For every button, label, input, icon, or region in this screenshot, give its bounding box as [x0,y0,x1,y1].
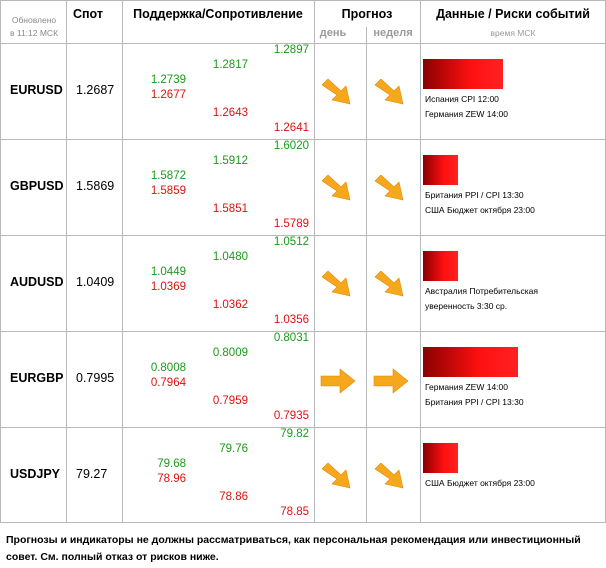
resistance-level-3: 0.7935 [273,410,309,422]
support-level-2: 1.2817 [212,59,248,71]
header-events: Данные / Риски событий [436,7,590,21]
support-level-1: 1.5872 [150,170,186,182]
forecast-day-arrow-icon [320,462,356,492]
resistance-level-1: 78.96 [157,473,186,485]
support-level-3: 1.2897 [273,44,309,56]
resistance-level-3: 1.5789 [273,218,309,230]
resistance-level-1: 1.2677 [150,89,186,101]
event-item: Германия ZEW 14:00 [425,109,508,119]
support-level-2: 1.5912 [212,155,248,167]
risk-bar [423,251,458,281]
event-item: США Бюджет октября 23:00 [425,205,535,215]
resistance-level-2: 1.0362 [212,299,248,311]
header-forecast: Прогноз [341,7,393,21]
header-forecast-week: неделя [373,27,413,39]
grid-row-separator [0,331,606,332]
pair-name: GBPUSD [10,179,64,193]
spot-price: 1.0409 [76,275,115,289]
grid-header-separator [0,43,606,44]
resistance-level-1: 1.5859 [150,185,186,197]
updated-line-2: в 11:12 МСК [9,28,59,38]
support-level-2: 0.8009 [212,347,248,359]
resistance-level-1: 0.7964 [150,377,186,389]
support-level-3: 1.0512 [273,236,309,248]
resistance-level-3: 1.0356 [273,314,309,326]
spot-price: 79.27 [76,467,108,481]
event-item: Германия ZEW 14:00 [425,382,508,392]
resistance-level-2: 1.2643 [212,107,248,119]
forecast-week-arrow-icon [373,270,409,300]
grid-col-separator [366,27,367,522]
support-level-1: 1.0449 [150,266,186,278]
forecast-day-arrow-icon [320,174,356,204]
footer-disclaimer: Прогнозы и индикаторы не должны рассматр… [6,532,581,566]
grid-border-bottom [0,522,606,523]
event-item: уверенность 3:30 ср. [425,301,508,311]
forecast-day-arrow-icon [320,366,356,396]
pair-name: EURGBP [10,371,64,385]
spot-price: 0.7995 [76,371,115,385]
header-support-resistance: Поддержка/Сопротивление [133,7,303,21]
grid-row-separator [0,139,606,140]
support-level-3: 79.82 [280,428,309,440]
header-spot: Спот [72,7,104,21]
event-item: Британия PPI / CPI 13:30 [425,397,524,407]
support-level-3: 1.6020 [273,140,309,152]
event-item: Австралия Потребительская [425,286,538,296]
header-forecast-day: день [319,27,347,39]
forecast-day-arrow-icon [320,270,356,300]
event-item: Испания CPI 12:00 [425,94,499,104]
grid-border-left [0,0,1,522]
support-level-1: 1.2739 [150,74,186,86]
header-events-time: время МСК [490,28,536,38]
forecast-week-arrow-icon [373,462,409,492]
support-level-3: 0.8031 [273,332,309,344]
risk-bar [423,347,518,377]
grid-border-top [0,0,606,1]
resistance-level-2: 1.5851 [212,203,248,215]
forecast-week-arrow-icon [373,78,409,108]
forecast-week-arrow-icon [373,174,409,204]
spot-price: 1.2687 [76,83,115,97]
support-level-2: 1.0480 [212,251,248,263]
resistance-level-2: 0.7959 [212,395,248,407]
resistance-level-3: 78.85 [280,506,309,518]
updated-label: Обновлено в 11:12 МСК [2,14,66,40]
event-item: Британия PPI / CPI 13:30 [425,190,524,200]
support-level-1: 79.68 [157,458,186,470]
forecast-week-arrow-icon [373,366,409,396]
spot-price: 1.5869 [76,179,115,193]
pair-name: USDJPY [10,467,61,481]
risk-bar [423,443,458,473]
resistance-level-3: 1.2641 [273,122,309,134]
risk-bar [423,155,458,185]
forecast-day-arrow-icon [320,78,356,108]
event-item: США Бюджет октября 23:00 [425,478,535,488]
grid-col-separator [314,0,315,522]
resistance-level-2: 78.86 [219,491,248,503]
support-level-2: 79.76 [219,443,248,455]
support-level-1: 0.8008 [150,362,186,374]
pair-name: AUDUSD [10,275,64,289]
grid-row-separator [0,235,606,236]
pair-name: EURUSD [10,83,63,97]
disclaimer-line-2: совет. См. полный отказ от рисков ниже. [6,551,219,563]
updated-line-1: Обновлено [11,15,57,25]
disclaimer-line-1: Прогнозы и индикаторы не должны рассматр… [6,534,581,546]
grid-col-separator [66,0,67,522]
grid-col-separator [420,0,421,522]
resistance-level-1: 1.0369 [150,281,186,293]
risk-bar [423,59,503,89]
grid-row-separator [0,427,606,428]
grid-col-separator [122,0,123,522]
